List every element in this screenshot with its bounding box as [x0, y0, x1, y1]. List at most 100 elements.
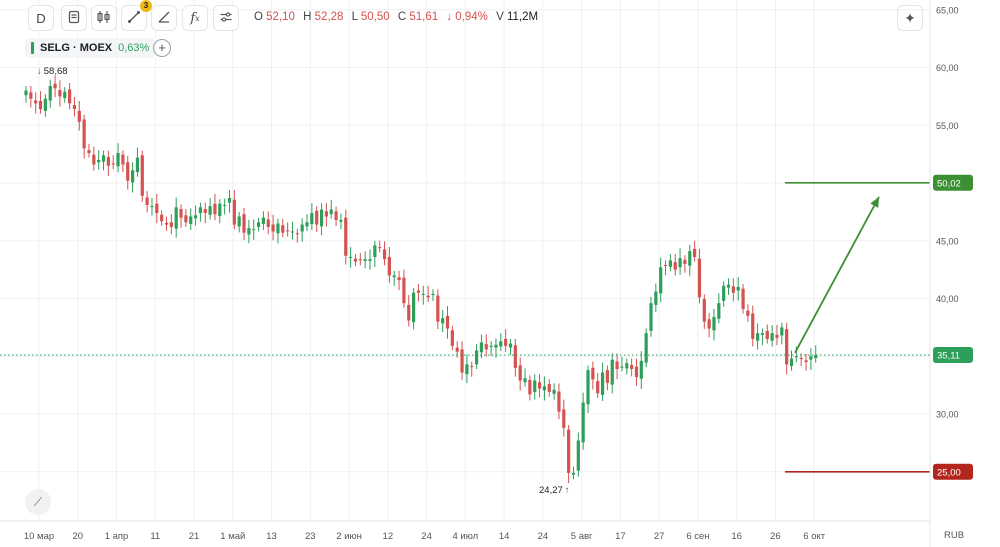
candle-body[interactable]: [537, 382, 542, 389]
candle-body[interactable]: [605, 370, 609, 383]
candle-body[interactable]: [382, 249, 387, 260]
candle-body[interactable]: [412, 292, 416, 323]
candle-body[interactable]: [218, 203, 222, 216]
instrument-legend[interactable]: SELG · MOEX 0,63%: [25, 38, 156, 58]
candle-body[interactable]: [518, 365, 522, 381]
candle-body[interactable]: [494, 344, 498, 348]
candle-body[interactable]: [542, 386, 547, 391]
candle-body[interactable]: [329, 209, 333, 215]
candle-body[interactable]: [227, 198, 232, 203]
candle-body[interactable]: [72, 105, 77, 110]
candle-body[interactable]: [174, 207, 178, 229]
ai-assistant-button[interactable]: ✦: [897, 5, 923, 31]
candle-body[interactable]: [339, 219, 343, 222]
candle-body[interactable]: [571, 472, 576, 475]
candle-body[interactable]: [179, 209, 183, 218]
chart-drawings[interactable]: [0, 181, 930, 473]
candle-body[interactable]: [247, 228, 251, 235]
candle-body[interactable]: [213, 203, 217, 215]
candle-body[interactable]: [402, 277, 406, 304]
candle-body[interactable]: [591, 367, 595, 380]
candle-body[interactable]: [562, 409, 566, 428]
candle-body[interactable]: [431, 293, 435, 296]
candle-body[interactable]: [290, 231, 295, 233]
candle-body[interactable]: [649, 303, 653, 331]
candle-body[interactable]: [363, 259, 367, 261]
candle-body[interactable]: [581, 402, 585, 443]
candle-body[interactable]: [765, 330, 769, 339]
candle-body[interactable]: [673, 262, 677, 270]
candle-body[interactable]: [295, 233, 299, 235]
candle-body[interactable]: [717, 303, 721, 319]
candle-body[interactable]: [552, 389, 556, 394]
candle-body[interactable]: [586, 370, 590, 405]
candle-body[interactable]: [625, 363, 629, 369]
candle-body[interactable]: [639, 360, 643, 379]
candle-body[interactable]: [315, 210, 319, 225]
candle-body[interactable]: [794, 356, 798, 358]
candle-body[interactable]: [189, 216, 193, 225]
measure-button[interactable]: [151, 5, 177, 31]
candle-body[interactable]: [344, 217, 348, 256]
candle-body[interactable]: [310, 213, 314, 225]
candle-body[interactable]: [697, 258, 702, 298]
candle-body[interactable]: [683, 259, 687, 264]
candle-body[interactable]: [504, 338, 508, 346]
candle-body[interactable]: [29, 92, 33, 99]
candle-body[interactable]: [489, 345, 493, 348]
candle-body[interactable]: [751, 313, 755, 339]
candle-body[interactable]: [576, 440, 580, 471]
trend-arrow-line[interactable]: [794, 196, 880, 354]
candle-body[interactable]: [615, 361, 619, 369]
candle-body[interactable]: [305, 222, 309, 227]
candle-body[interactable]: [155, 203, 159, 214]
candle-body[interactable]: [87, 150, 91, 153]
candle-body[interactable]: [567, 429, 571, 473]
candle-body[interactable]: [663, 265, 668, 267]
candle-body[interactable]: [266, 219, 270, 227]
candle-body[interactable]: [392, 275, 396, 278]
interval-button[interactable]: D: [28, 5, 54, 31]
candle-body[interactable]: [286, 230, 290, 232]
candle-body[interactable]: [804, 360, 808, 363]
candle-body[interactable]: [256, 222, 261, 227]
candle-body[interactable]: [474, 350, 479, 365]
candle-body[interactable]: [814, 355, 818, 359]
candle-body[interactable]: [53, 83, 57, 89]
candle-body[interactable]: [397, 277, 401, 281]
candle-body[interactable]: [470, 366, 474, 368]
candle-body[interactable]: [208, 206, 212, 215]
candle-body[interactable]: [101, 155, 106, 162]
candle-body[interactable]: [775, 334, 779, 338]
candle-body[interactable]: [634, 366, 639, 378]
candle-body[interactable]: [126, 162, 130, 181]
candle-body[interactable]: [770, 333, 774, 341]
candle-body[interactable]: [741, 288, 745, 309]
candle-body[interactable]: [785, 329, 789, 365]
candle-body[interactable]: [460, 349, 464, 373]
candle-body[interactable]: [34, 100, 38, 104]
candle-body[interactable]: [203, 209, 207, 214]
candle-body[interactable]: [271, 224, 275, 232]
candle-body[interactable]: [92, 154, 96, 165]
candle-body[interactable]: [378, 247, 382, 249]
candle-body[interactable]: [77, 110, 81, 122]
candle-body[interactable]: [358, 259, 362, 261]
candle-body[interactable]: [198, 207, 203, 214]
candle-body[interactable]: [755, 333, 760, 341]
candles-style-button[interactable]: [91, 5, 117, 31]
candle-body[interactable]: [445, 315, 450, 329]
candle-body[interactable]: [499, 341, 503, 347]
candle-body[interactable]: [111, 163, 115, 165]
candle-body[interactable]: [140, 155, 144, 196]
candle-body[interactable]: [630, 364, 634, 369]
candle-body[interactable]: [508, 343, 513, 348]
candle-body[interactable]: [547, 383, 551, 393]
candle-body[interactable]: [426, 295, 430, 298]
candle-body[interactable]: [252, 229, 256, 231]
candle-body[interactable]: [116, 152, 120, 167]
candle-body[interactable]: [58, 90, 62, 97]
candle-body[interactable]: [688, 251, 692, 266]
candle-body[interactable]: [668, 260, 672, 267]
